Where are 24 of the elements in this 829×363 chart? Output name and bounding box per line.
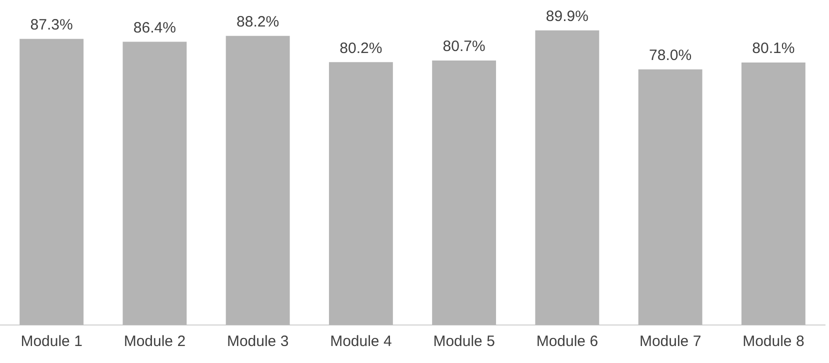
data-label: 87.3% bbox=[30, 16, 73, 34]
bar bbox=[20, 38, 84, 325]
data-label: 80.1% bbox=[752, 40, 795, 58]
bar bbox=[535, 30, 600, 325]
bar bbox=[226, 36, 290, 325]
x-tick-label: Module 3 bbox=[226, 333, 289, 350]
x-tick-label: Module 1 bbox=[20, 333, 82, 350]
data-label: 80.7% bbox=[442, 38, 486, 56]
x-tick-label: Module 5 bbox=[433, 333, 495, 350]
data-label: 88.2% bbox=[236, 14, 280, 31]
data-label: 89.9% bbox=[546, 8, 588, 25]
x-tick-label: Module 7 bbox=[639, 333, 702, 350]
bar bbox=[638, 69, 702, 325]
x-tick-label: Module 8 bbox=[742, 333, 804, 350]
bar bbox=[432, 60, 496, 325]
x-tick-label: Module 4 bbox=[330, 333, 392, 350]
bar bbox=[741, 62, 806, 325]
bar bbox=[122, 42, 187, 325]
x-tick-label: Module 6 bbox=[536, 333, 598, 350]
x-tick-label: Module 2 bbox=[124, 333, 186, 350]
data-label: 86.4% bbox=[133, 19, 176, 36]
data-label: 80.2% bbox=[340, 40, 382, 57]
data-label: 78.0% bbox=[649, 46, 692, 64]
bar bbox=[328, 62, 393, 325]
